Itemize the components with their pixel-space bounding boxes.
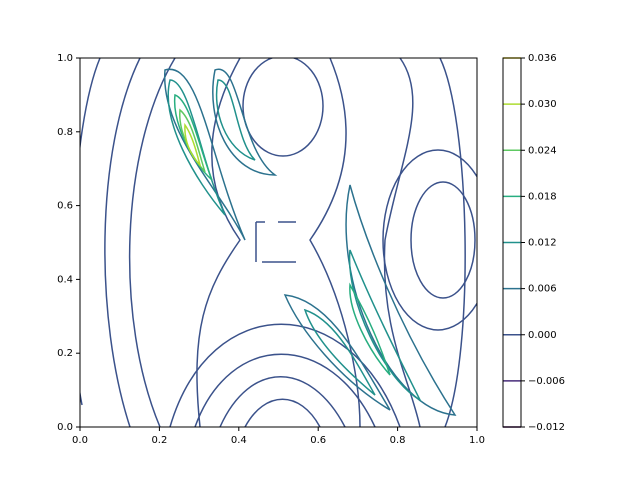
- x-tick-label: 0.4: [231, 435, 247, 446]
- contour-line: [439, 58, 466, 427]
- contour-line: [104, 58, 141, 427]
- x-tick-label: 0.0: [72, 435, 88, 446]
- contour-line: [383, 58, 421, 427]
- contour-line: [128, 58, 176, 427]
- contour-line: [349, 282, 391, 376]
- contour-line: [212, 68, 278, 176]
- contour-line: [164, 68, 246, 241]
- contour-line: [196, 58, 241, 427]
- colorbar-frame: [502, 57, 522, 428]
- contour-line: [179, 108, 206, 173]
- colorbar-tick-label: −0.006: [528, 376, 565, 387]
- contour-line: [219, 376, 346, 427]
- contour-line: [242, 58, 324, 157]
- x-tick-label: 0.2: [151, 435, 167, 446]
- colorbar-tick-label: 0.006: [528, 284, 557, 295]
- contour-line: [169, 323, 401, 427]
- contour-line: [255, 221, 296, 263]
- colorbar-tick-label: −0.012: [528, 422, 565, 433]
- colorbar-tick-label: 0.030: [528, 99, 557, 110]
- contour-line: [382, 149, 477, 331]
- contour-line: [194, 353, 376, 427]
- contour-line: [244, 398, 321, 427]
- contour-line: [173, 93, 213, 181]
- y-tick-label: 0.0: [57, 422, 73, 433]
- contour-line: [303, 308, 376, 396]
- contour-line: [348, 249, 422, 402]
- contour-line: [80, 58, 101, 406]
- y-tick-label: 0.8: [57, 127, 73, 138]
- x-tick-label: 0.8: [390, 435, 406, 446]
- contour-line: [410, 181, 476, 299]
- contour-line: [345, 184, 457, 416]
- y-tick-label: 0.6: [57, 201, 73, 212]
- x-tick-label: 0.6: [310, 435, 326, 446]
- colorbar-tick-label: 0.000: [528, 330, 557, 341]
- contour-line: [167, 79, 226, 216]
- contour-line: [309, 58, 361, 427]
- colorbar-tick-label: 0.018: [528, 191, 557, 202]
- colorbar-tick-label: 0.036: [528, 53, 557, 64]
- contour-line: [283, 294, 391, 411]
- colorbar-tick-label: 0.024: [528, 145, 557, 156]
- colorbar-tick-label: 0.012: [528, 238, 557, 249]
- contour-line: [184, 122, 202, 168]
- contour-line: [215, 79, 256, 161]
- x-tick-label: 1.0: [469, 435, 485, 446]
- y-tick-label: 0.4: [57, 274, 73, 285]
- y-tick-label: 1.0: [57, 53, 73, 64]
- y-tick-label: 0.2: [57, 348, 73, 359]
- plot-frame: [79, 57, 478, 428]
- contour-lines: [80, 58, 477, 427]
